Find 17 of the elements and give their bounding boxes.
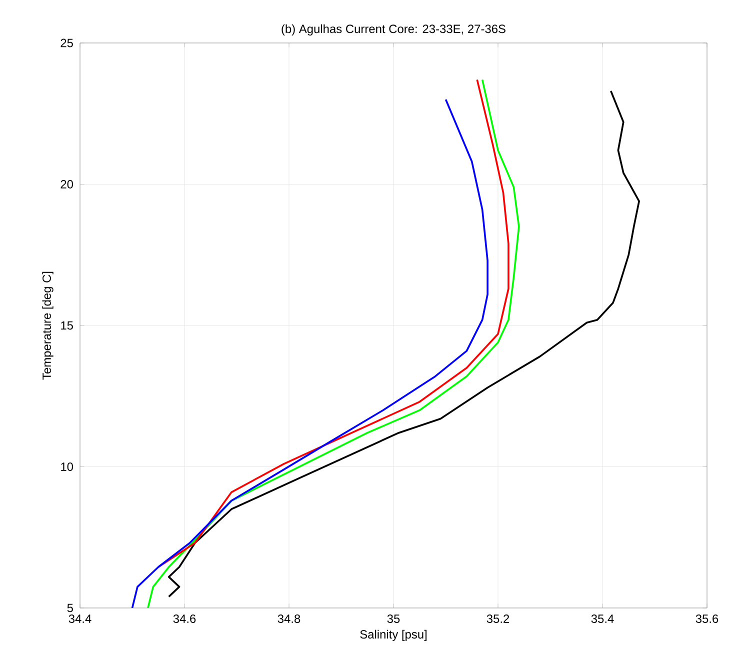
x-tick-label: 35.6 [696,614,718,623]
y-axis-title: Temperature [deg C] [42,272,54,380]
y-tick-label: 5 [67,604,73,612]
x-tick-label: 35 [387,614,400,623]
y-tick-label: 10 [61,462,74,471]
y-tick-label: 20 [60,180,74,188]
x-tick-label: 34.6 [173,614,196,623]
y-tick-label: 15 [61,321,73,330]
x-tick-label: 34.4 [68,614,92,623]
x-tick-label: 35.2 [486,614,510,623]
x-tick-label: 34.8 [278,614,300,623]
line-series [168,90,640,598]
line-series [131,98,488,608]
x-tick-label: 35.4 [591,614,614,623]
chart-title: (b) Agulhas Current Core: 23-33E, 27-36S [282,24,506,36]
x-axis-title: Salinity [psu] [360,630,427,641]
y-tick-label: 25 [60,38,73,48]
